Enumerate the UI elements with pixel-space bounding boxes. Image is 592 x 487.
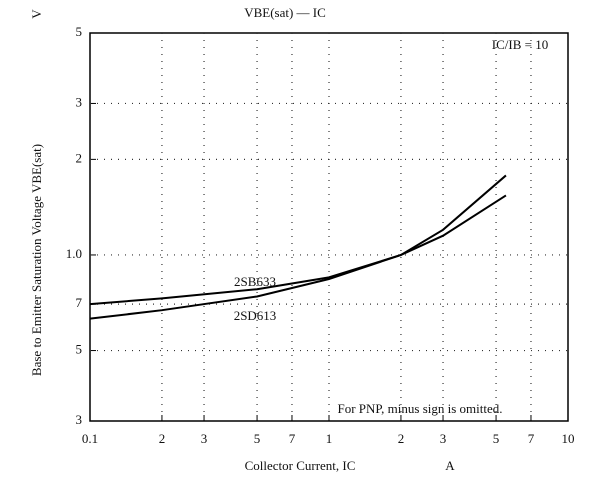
x-tick-label: 2 <box>398 431 405 446</box>
y-tick-label: 5 <box>76 24 83 39</box>
y-axis-label: Base to Emitter Saturation Voltage VBE(s… <box>29 144 44 376</box>
series-label: 2SB633 <box>234 274 276 289</box>
y-tick-label: 7 <box>76 295 83 310</box>
y-axis-unit: V <box>29 9 44 19</box>
x-tick-label: 7 <box>289 431 296 446</box>
x-tick-label: 3 <box>201 431 208 446</box>
y-tick-label: 1.0 <box>66 246 82 261</box>
note-annotation: For PNP, minus sign is omitted. <box>337 401 502 416</box>
y-tick-label: 3 <box>76 94 83 109</box>
x-tick-label: 2 <box>159 431 166 446</box>
series-label: 2SD613 <box>234 308 277 323</box>
x-tick-label: 5 <box>493 431 500 446</box>
series-line <box>89 174 507 320</box>
y-tick-label: 2 <box>76 150 83 165</box>
y-tick-label: 5 <box>76 342 83 357</box>
x-axis-label: Collector Current, IC <box>245 458 356 473</box>
ratio-annotation: IC/IB = 10 <box>492 37 548 52</box>
y-tick-label: 3 <box>76 412 83 427</box>
x-tick-label: 3 <box>440 431 447 446</box>
series-line <box>89 194 507 306</box>
x-tick-label: 1 <box>326 431 333 446</box>
chart-title: VBE(sat) — IC <box>244 5 326 20</box>
x-tick-label: 0.1 <box>82 431 98 446</box>
x-tick-label: 10 <box>562 431 575 446</box>
x-tick-label: 7 <box>528 431 535 446</box>
x-axis-unit: A <box>445 458 455 473</box>
x-tick-label: 5 <box>254 431 261 446</box>
